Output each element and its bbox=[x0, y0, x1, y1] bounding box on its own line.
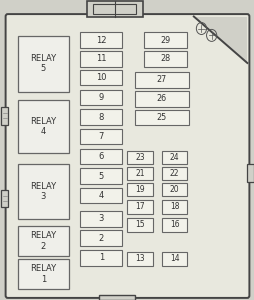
Bar bbox=[80, 129, 122, 144]
Bar bbox=[161, 218, 187, 232]
Text: 25: 25 bbox=[156, 113, 166, 122]
Bar bbox=[135, 91, 188, 106]
Text: 5: 5 bbox=[98, 172, 104, 181]
Bar bbox=[161, 167, 187, 180]
Bar bbox=[80, 149, 122, 164]
Bar bbox=[80, 109, 122, 125]
Bar bbox=[18, 164, 69, 219]
Bar bbox=[161, 151, 187, 164]
Text: RELAY
3: RELAY 3 bbox=[30, 182, 56, 201]
Bar bbox=[127, 200, 152, 214]
Text: 28: 28 bbox=[160, 54, 170, 63]
Bar bbox=[127, 151, 152, 164]
Text: 24: 24 bbox=[169, 153, 179, 162]
Bar bbox=[80, 168, 122, 184]
Text: 27: 27 bbox=[156, 75, 166, 84]
Text: RELAY
4: RELAY 4 bbox=[30, 117, 56, 136]
Text: 9: 9 bbox=[98, 93, 104, 102]
Bar bbox=[80, 51, 122, 67]
Text: 10: 10 bbox=[96, 73, 106, 82]
Bar bbox=[1, 190, 8, 207]
Text: 29: 29 bbox=[160, 36, 170, 45]
Bar bbox=[18, 259, 69, 289]
Text: 18: 18 bbox=[169, 202, 179, 211]
Text: 3: 3 bbox=[98, 214, 104, 223]
Bar bbox=[144, 32, 187, 48]
Bar bbox=[161, 183, 187, 196]
Text: 19: 19 bbox=[135, 185, 145, 194]
Text: 26: 26 bbox=[156, 94, 166, 103]
Text: 14: 14 bbox=[169, 254, 179, 263]
Bar bbox=[18, 100, 69, 153]
Text: 21: 21 bbox=[135, 169, 145, 178]
Bar bbox=[80, 211, 122, 226]
Bar bbox=[80, 32, 122, 48]
Bar bbox=[127, 252, 152, 266]
Bar bbox=[161, 252, 187, 266]
Bar bbox=[246, 164, 253, 182]
Text: 1: 1 bbox=[98, 253, 104, 262]
Text: 22: 22 bbox=[169, 169, 179, 178]
Bar bbox=[80, 188, 122, 203]
Text: 11: 11 bbox=[96, 54, 106, 63]
Bar bbox=[135, 72, 188, 88]
Text: 13: 13 bbox=[135, 254, 145, 263]
Text: RELAY
2: RELAY 2 bbox=[30, 231, 56, 250]
Bar bbox=[18, 36, 69, 92]
Bar bbox=[127, 167, 152, 180]
Text: 8: 8 bbox=[98, 112, 104, 122]
Bar bbox=[161, 200, 187, 214]
Bar bbox=[135, 110, 188, 125]
Bar bbox=[144, 51, 187, 67]
Text: 15: 15 bbox=[135, 220, 145, 229]
FancyBboxPatch shape bbox=[6, 14, 248, 298]
Text: 4: 4 bbox=[98, 191, 104, 200]
Bar bbox=[80, 90, 122, 105]
Text: 2: 2 bbox=[98, 234, 104, 243]
Bar bbox=[1, 107, 8, 124]
Text: 6: 6 bbox=[98, 152, 104, 161]
Text: 16: 16 bbox=[169, 220, 179, 229]
Text: 17: 17 bbox=[135, 202, 145, 211]
Bar bbox=[127, 183, 152, 196]
Bar bbox=[18, 226, 69, 256]
Bar bbox=[80, 250, 122, 266]
Text: 23: 23 bbox=[135, 153, 145, 162]
Text: 20: 20 bbox=[169, 185, 179, 194]
Bar bbox=[80, 70, 122, 85]
Bar bbox=[127, 218, 152, 232]
Text: RELAY
5: RELAY 5 bbox=[30, 54, 56, 74]
Text: 12: 12 bbox=[96, 36, 106, 45]
Bar bbox=[80, 230, 122, 246]
Bar bbox=[93, 4, 136, 14]
Text: RELAY
1: RELAY 1 bbox=[30, 264, 56, 284]
Polygon shape bbox=[193, 16, 246, 63]
Text: 7: 7 bbox=[98, 132, 104, 141]
Bar bbox=[86, 1, 142, 16]
Bar bbox=[99, 295, 135, 300]
